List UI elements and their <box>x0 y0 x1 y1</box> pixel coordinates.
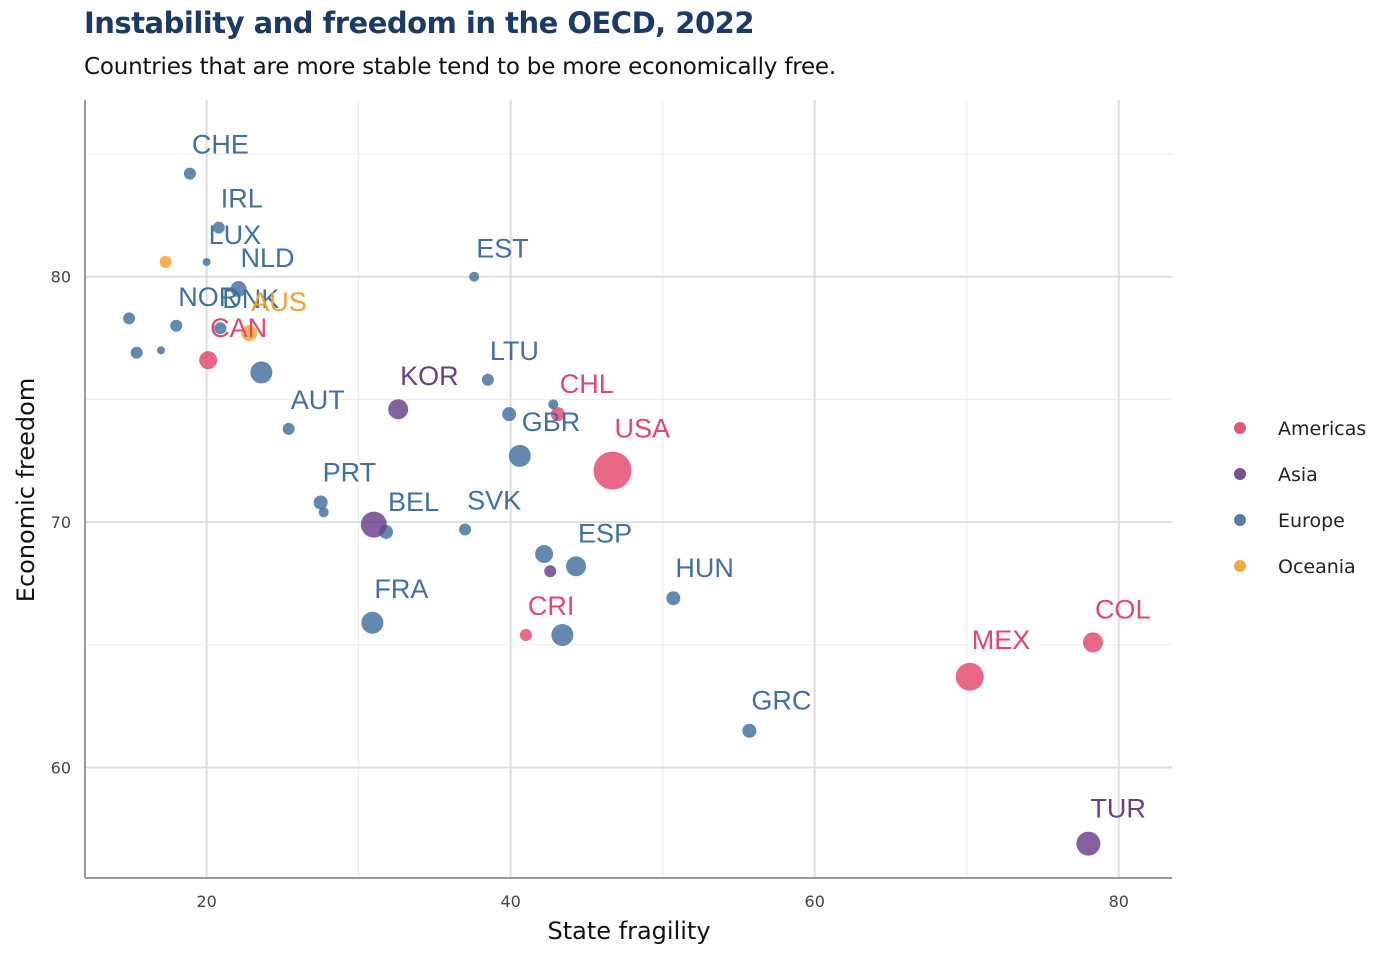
data-point <box>566 556 587 577</box>
data-point <box>742 723 757 738</box>
data-point <box>519 629 532 642</box>
tick-labels: 20 40 60 80 60 70 80 <box>51 268 1129 911</box>
data-point <box>666 591 681 606</box>
point-label: MEX <box>972 625 1031 655</box>
x-tick-label: 60 <box>805 892 825 911</box>
point-label: USA <box>615 414 671 444</box>
legend-marker <box>1234 560 1246 572</box>
data-point <box>508 444 531 467</box>
chart-subtitle: Countries that are more stable tend to b… <box>84 54 836 80</box>
point-label: NLD <box>241 243 295 273</box>
point-label: NOR <box>178 282 238 312</box>
data-point <box>318 507 329 518</box>
legend-label: Asia <box>1278 464 1318 486</box>
data-point <box>241 325 258 342</box>
data-point <box>170 319 183 332</box>
data-point <box>469 271 480 282</box>
data-point <box>361 611 384 634</box>
point-label: LUX <box>209 220 262 250</box>
data-point <box>544 565 557 578</box>
point-label: AUS <box>251 287 307 317</box>
data-point <box>282 422 295 435</box>
data-point <box>202 257 211 266</box>
data-point <box>1082 632 1103 653</box>
data-point <box>593 451 632 490</box>
chart-title: Instability and freedom in the OECD, 202… <box>84 6 755 40</box>
legend-marker <box>1234 514 1246 526</box>
y-tick-label: 80 <box>51 268 71 287</box>
data-point <box>130 346 143 359</box>
data-point <box>159 255 172 268</box>
data-point <box>502 407 517 422</box>
legend: Americas Asia Europe Oceania <box>1234 418 1366 578</box>
y-tick-label: 70 <box>51 513 71 532</box>
point-label: BEL <box>388 487 439 517</box>
grid-lines <box>85 100 1172 878</box>
data-point <box>550 407 565 422</box>
data-point <box>1076 831 1101 856</box>
data-point <box>230 280 247 297</box>
point-label: GRC <box>751 686 811 716</box>
point-label: ESP <box>578 518 632 548</box>
point-label: CRI <box>528 591 575 621</box>
legend-label: Oceania <box>1278 556 1356 578</box>
point-label: AUT <box>291 385 345 415</box>
legend-label: Europe <box>1278 510 1345 532</box>
data-point <box>250 361 273 384</box>
legend-marker <box>1234 422 1246 434</box>
point-label: HUN <box>675 553 734 583</box>
point-label: CHE <box>192 130 249 160</box>
data-point <box>360 511 387 538</box>
y-tick-label: 60 <box>51 759 71 778</box>
point-label: IRL <box>221 184 263 214</box>
legend-marker <box>1234 468 1246 480</box>
axes <box>84 100 1172 879</box>
data-point <box>214 322 227 335</box>
point-label: GBR <box>522 407 581 437</box>
data-point <box>548 399 559 410</box>
point-label: DNK <box>222 284 279 314</box>
data-point <box>212 221 225 234</box>
point-label: SVK <box>467 485 521 515</box>
data-point <box>199 351 218 370</box>
data-point <box>123 312 136 325</box>
x-axis-title: State fragility <box>547 917 710 945</box>
point-label: CAN <box>210 313 267 343</box>
data-point <box>551 624 574 647</box>
point-label: LTU <box>490 336 539 366</box>
point-label: PRT <box>323 457 377 487</box>
point-label: COL <box>1095 594 1151 624</box>
data-point <box>313 495 328 510</box>
data-point <box>157 346 166 355</box>
x-tick-label: 20 <box>196 892 216 911</box>
data-point <box>388 399 409 420</box>
data-point <box>459 523 472 536</box>
point-label: CHL <box>560 369 614 399</box>
point-label: KOR <box>400 361 459 391</box>
data-points <box>123 167 1103 856</box>
data-point <box>955 662 984 691</box>
x-tick-label: 80 <box>1109 892 1129 911</box>
legend-label: Americas <box>1278 418 1366 440</box>
data-point <box>183 167 196 180</box>
point-label: EST <box>476 234 529 264</box>
data-point <box>481 373 494 386</box>
data-point <box>535 545 554 564</box>
x-tick-label: 40 <box>500 892 520 911</box>
point-label: TUR <box>1090 794 1146 824</box>
point-label: FRA <box>374 574 428 604</box>
y-axis-title: Economic freedom <box>12 378 40 602</box>
